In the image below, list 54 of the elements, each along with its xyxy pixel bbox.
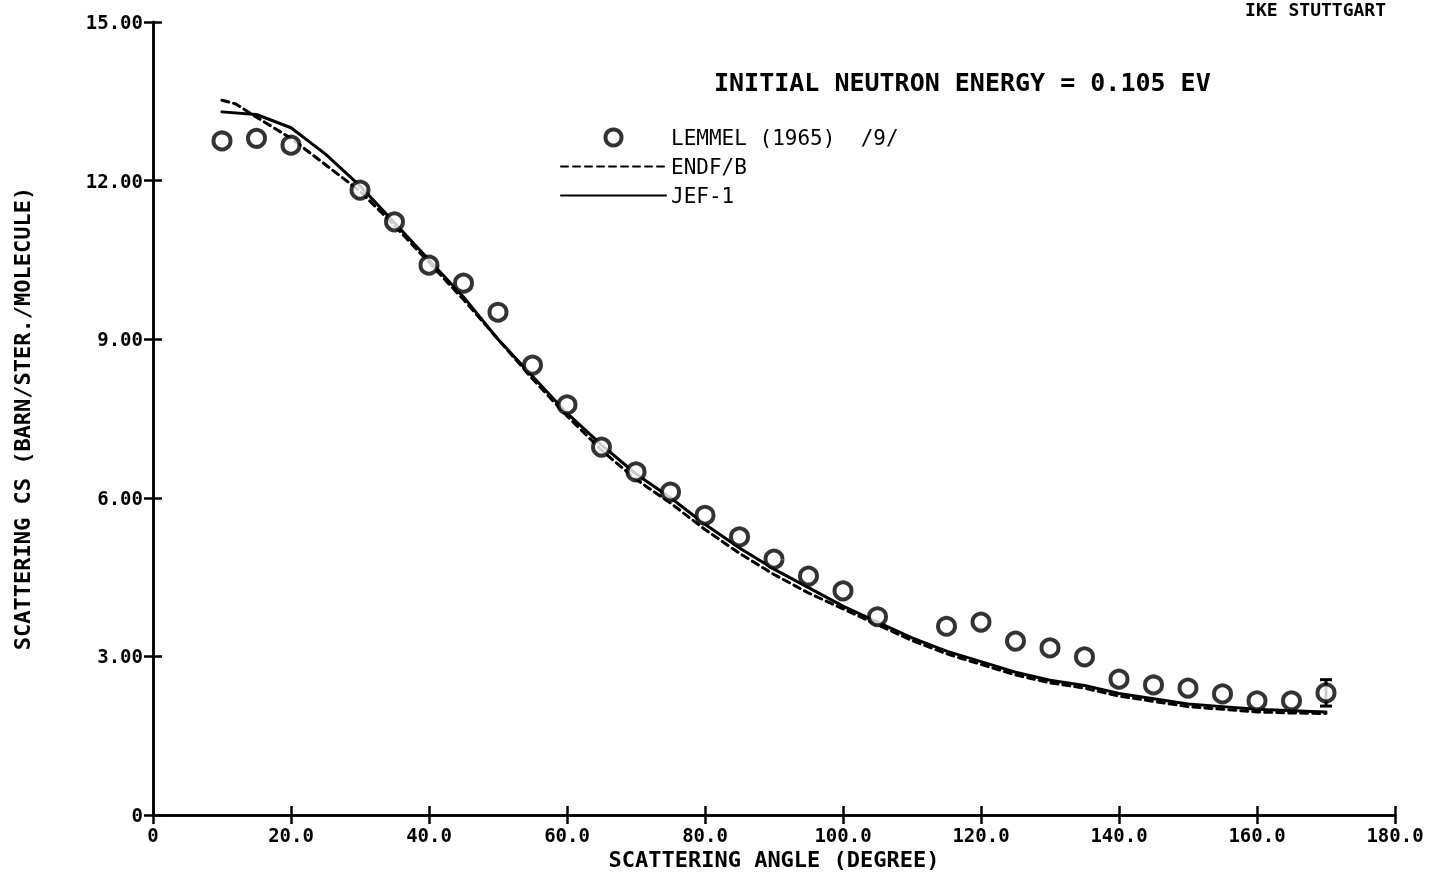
point [1005,630,1026,652]
y-tick-label: 6.00 [97,486,143,509]
x-axis-title: SCATTERING ANGLE (DEGREE) [608,847,940,873]
x-tick-label: 20.0 [268,823,314,846]
x-tick-label: 120.0 [952,823,1010,846]
point [1074,646,1095,668]
point [487,301,509,323]
point [522,354,543,376]
x-tick-label: 40.0 [406,823,452,846]
point [349,179,371,201]
point [1108,668,1130,690]
y-tick-label: 12.00 [85,169,143,192]
x-tick-label: 60.0 [544,823,590,846]
y-axis-title: SCATTERING CS (BARN/STER./MOLECULE) [9,186,35,651]
point [246,127,267,149]
point [556,394,578,416]
point [763,548,785,570]
annotation: INITIAL NEUTRON ENERGY = 0.105 EV [714,68,1211,97]
x-tick-label: 80.0 [682,823,728,846]
point [660,481,681,503]
y-tick-label: 15.00 [85,11,143,33]
text: IKE STUTTGART [1245,0,1387,20]
y-tick-label: 3.00 [97,645,143,668]
point [832,580,854,602]
point [970,611,992,633]
y-tick-label: 0 [131,804,143,826]
point [453,272,474,294]
point [798,565,819,587]
point [1281,690,1302,712]
point [625,461,647,483]
point [384,211,405,233]
point [1039,637,1061,659]
point [280,134,302,156]
point [694,504,716,526]
point [867,606,888,628]
x-tick-label: 100.0 [814,823,872,846]
legend-label: JEF-1 [671,183,735,208]
point [591,436,612,458]
x-tick-label: 180.0 [1366,823,1424,846]
y-tick-label: 9.00 [97,328,143,351]
legend-label: ENDF/B [671,154,747,179]
point [1246,690,1268,712]
legend-label: LEMMEL (1965) /9/ [671,125,899,150]
point [1143,674,1164,696]
point [211,130,233,152]
point [1212,683,1233,705]
x-tick-label: 160.0 [1228,823,1286,846]
point [1315,682,1337,704]
point [936,615,957,637]
point [1177,677,1199,699]
x-tick-label: 0 [147,823,159,846]
point [729,526,750,548]
point [418,254,440,276]
x-tick-label: 140.0 [1090,823,1148,846]
